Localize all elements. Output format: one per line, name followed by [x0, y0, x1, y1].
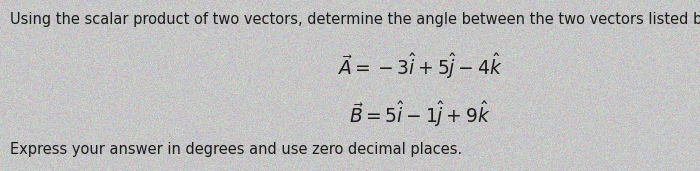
Text: Express your answer in degrees and use zero decimal places.: Express your answer in degrees and use z… [10, 142, 463, 157]
Text: Using the scalar product of two vectors, determine the angle between the two vec: Using the scalar product of two vectors,… [10, 12, 700, 27]
Text: $\vec{A} = -3\hat{i} + 5\hat{j} - 4\hat{k}$: $\vec{A} = -3\hat{i} + 5\hat{j} - 4\hat{… [337, 51, 503, 81]
Text: $\vec{B} = 5\hat{i} - 1\hat{j} + 9\hat{k}$: $\vec{B} = 5\hat{i} - 1\hat{j} + 9\hat{k… [349, 99, 491, 129]
